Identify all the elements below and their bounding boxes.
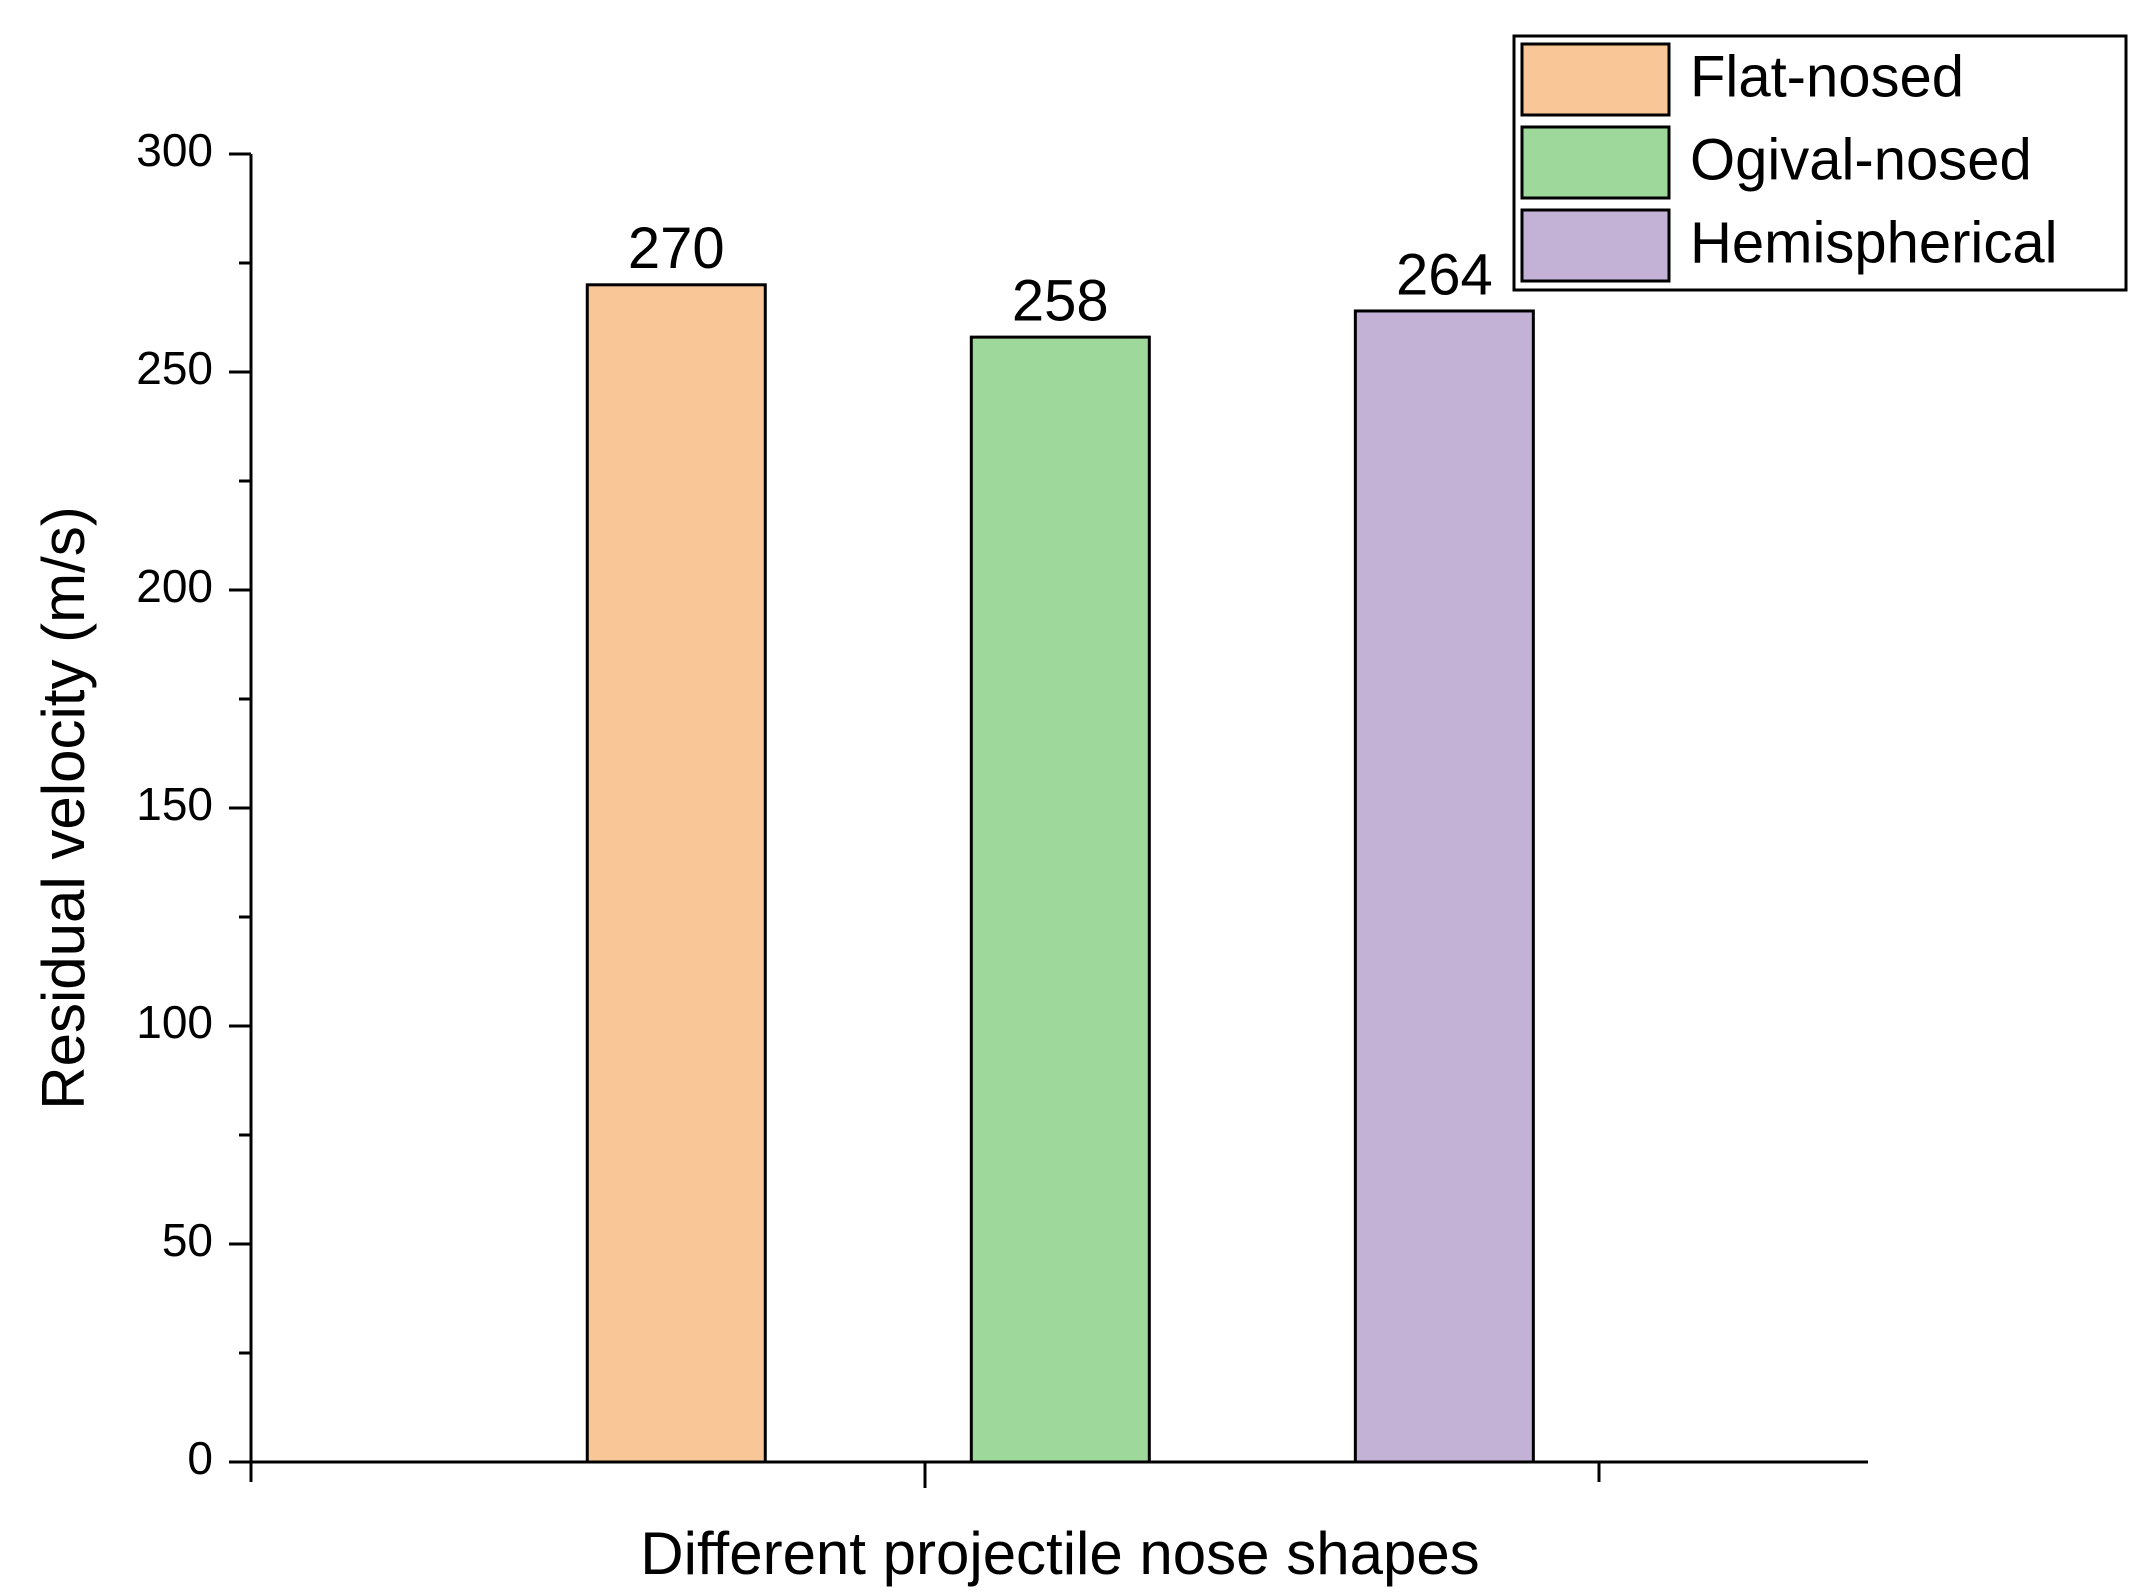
legend-swatch — [1520, 125, 1671, 200]
y-tick-label: 50 — [162, 1214, 213, 1266]
bar — [585, 283, 767, 1464]
y-tick-label: 0 — [187, 1432, 213, 1484]
y-tick-label: 100 — [136, 996, 213, 1048]
value-label: 270 — [628, 216, 725, 281]
y-tick-label: 200 — [136, 560, 213, 612]
legend-swatch — [1520, 42, 1671, 117]
y-axis-label: Residual velocity (m/s) — [30, 506, 97, 1110]
legend-label: Flat-nosed — [1690, 44, 1964, 109]
bar — [1353, 309, 1535, 1464]
x-axis-label: Different projectile nose shapes — [640, 1520, 1479, 1587]
y-tick-label: 150 — [136, 778, 213, 830]
bar — [969, 335, 1151, 1464]
legend-label: Hemispherical — [1690, 210, 2057, 275]
value-label: 258 — [1012, 268, 1109, 333]
y-tick-label: 250 — [136, 342, 213, 394]
value-label: 264 — [1396, 242, 1493, 307]
legend-label: Ogival-nosed — [1690, 127, 2032, 192]
y-tick-label: 300 — [136, 124, 213, 176]
legend-swatch — [1520, 208, 1671, 283]
